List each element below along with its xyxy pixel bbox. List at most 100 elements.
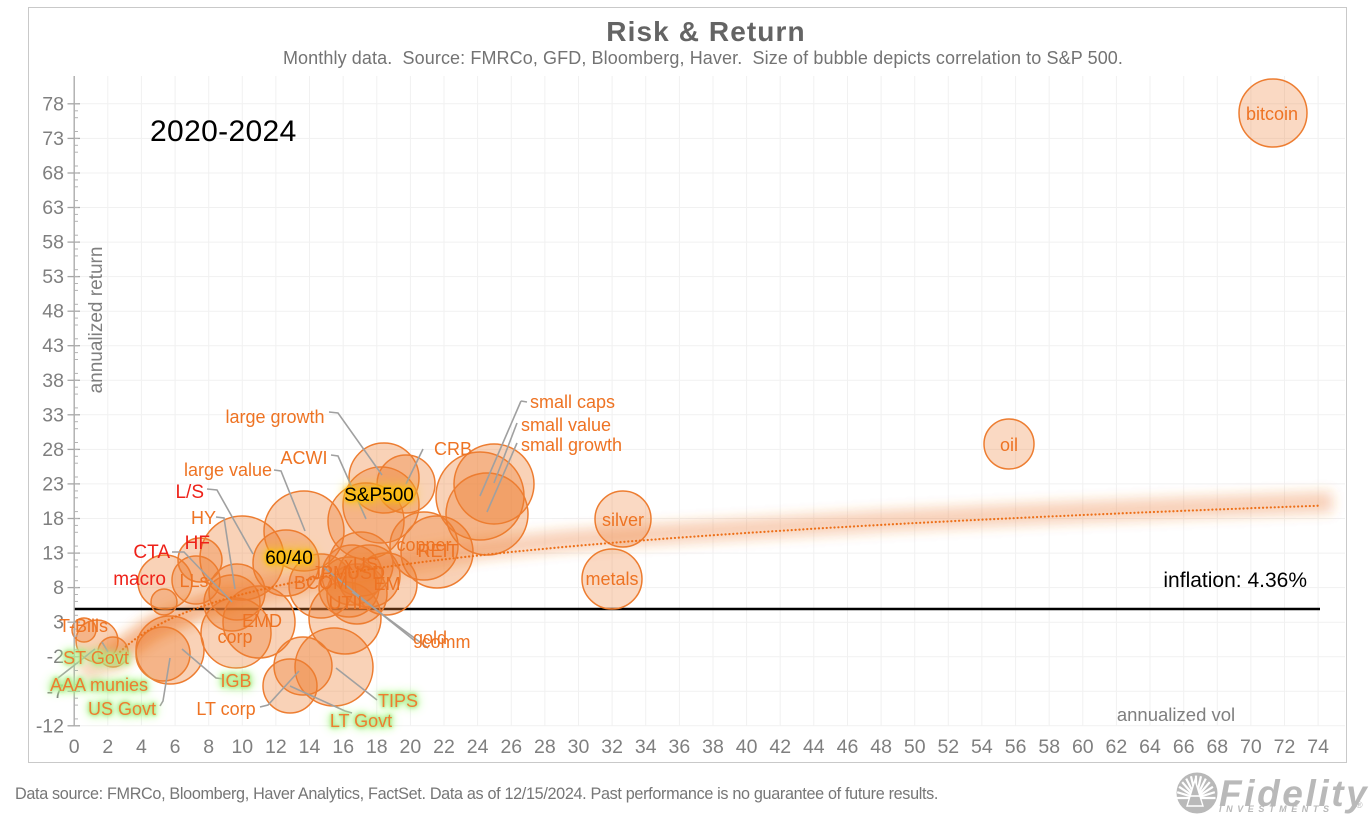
svg-text:3: 3: [53, 612, 64, 634]
svg-text:HF: HF: [185, 533, 210, 554]
svg-text:copper: copper: [396, 535, 451, 555]
svg-text:73: 73: [42, 128, 64, 150]
svg-text:bitcoin: bitcoin: [1246, 104, 1298, 124]
svg-text:50: 50: [904, 736, 926, 758]
svg-text:TIPS: TIPS: [378, 691, 418, 711]
svg-text:28: 28: [534, 736, 556, 758]
svg-text:32: 32: [601, 736, 623, 758]
svg-text:xUS: xUS: [344, 554, 378, 574]
svg-text:UTIL: UTIL: [328, 593, 367, 613]
svg-text:L/S: L/S: [175, 482, 204, 503]
svg-text:60/40: 60/40: [265, 548, 313, 569]
svg-text:63: 63: [42, 197, 64, 219]
svg-text:43: 43: [42, 335, 64, 357]
svg-text:64: 64: [1139, 736, 1161, 758]
svg-text:US Govt: US Govt: [88, 699, 156, 719]
svg-text:ST Govt: ST Govt: [63, 648, 129, 668]
svg-text:8: 8: [53, 577, 64, 599]
svg-text:68: 68: [1206, 736, 1228, 758]
svg-text:Fidelity: Fidelity: [1219, 773, 1369, 814]
svg-text:AAA munies: AAA munies: [50, 675, 148, 695]
svg-text:ACWI: ACWI: [281, 448, 328, 468]
svg-text:S&P500: S&P500: [344, 485, 414, 506]
svg-text:LT Govt: LT Govt: [330, 711, 392, 731]
svg-text:large value: large value: [184, 460, 272, 480]
svg-text:30: 30: [568, 736, 590, 758]
svg-text:10: 10: [231, 736, 253, 758]
svg-text:silver: silver: [602, 510, 644, 530]
svg-text:62: 62: [1106, 736, 1128, 758]
svg-text:gold: gold: [413, 628, 447, 648]
svg-text:14: 14: [299, 736, 321, 758]
svg-text:70: 70: [1240, 736, 1262, 758]
svg-text:LT corp: LT corp: [196, 699, 255, 719]
svg-text:BCOM: BCOM: [294, 573, 348, 593]
svg-text:Risk & Return: Risk & Return: [606, 16, 805, 47]
svg-text:metals: metals: [585, 569, 638, 589]
svg-text:28: 28: [42, 439, 64, 461]
svg-text:44: 44: [803, 736, 825, 758]
svg-text:JPM: JPM: [312, 563, 348, 583]
svg-text:REIT: REIT: [417, 541, 458, 561]
svg-text:78: 78: [42, 93, 64, 115]
svg-text:INVESTMENTS: INVESTMENTS: [1219, 804, 1334, 814]
svg-text:oil: oil: [1000, 435, 1018, 455]
svg-text:22: 22: [433, 736, 455, 758]
svg-text:EMD: EMD: [242, 611, 282, 631]
svg-text:20: 20: [400, 736, 422, 758]
svg-text:®: ®: [1356, 800, 1363, 810]
svg-text:4: 4: [136, 736, 147, 758]
svg-text:comm: comm: [422, 632, 471, 652]
svg-text:EM: EM: [374, 574, 401, 594]
svg-text:corp: corp: [217, 627, 252, 647]
svg-text:HY: HY: [191, 508, 216, 528]
svg-text:annualized return: annualized return: [86, 247, 107, 394]
svg-text:68: 68: [42, 163, 64, 185]
svg-text:46: 46: [837, 736, 859, 758]
svg-text:36: 36: [669, 736, 691, 758]
svg-text:small caps: small caps: [530, 392, 615, 412]
svg-text:66: 66: [1173, 736, 1195, 758]
svg-text:24: 24: [467, 736, 489, 758]
svg-text:large growth: large growth: [225, 407, 324, 427]
svg-text:54: 54: [971, 736, 993, 758]
svg-text:2020-2024: 2020-2024: [150, 115, 297, 148]
svg-text:52: 52: [937, 736, 959, 758]
svg-text:0: 0: [69, 736, 80, 758]
svg-text:40: 40: [736, 736, 758, 758]
svg-text:34: 34: [635, 736, 657, 758]
svg-text:33: 33: [42, 404, 64, 426]
svg-text:48: 48: [870, 736, 892, 758]
svg-text:26: 26: [500, 736, 522, 758]
svg-text:CTA: CTA: [133, 542, 170, 563]
svg-text:74: 74: [1307, 736, 1329, 758]
svg-text:2: 2: [102, 736, 113, 758]
svg-text:IGB: IGB: [220, 671, 251, 691]
svg-text:T-Bills: T-Bills: [59, 616, 108, 636]
svg-text:16: 16: [332, 736, 354, 758]
svg-text:13: 13: [42, 543, 64, 565]
svg-text:60: 60: [1072, 736, 1094, 758]
svg-text:Monthly data. Source: FMRCo,: Monthly data. Source: FMRCo, GFD, Bloomb…: [283, 48, 1123, 68]
svg-text:CRB: CRB: [434, 439, 472, 459]
svg-text:38: 38: [702, 736, 724, 758]
svg-text:18: 18: [42, 508, 64, 530]
svg-text:USD: USD: [347, 563, 385, 583]
svg-text:Data source: FMRCo, Bloomberg,: Data source: FMRCo, Bloomberg, Haver Ana…: [15, 785, 938, 803]
svg-text:macro: macro: [113, 569, 166, 590]
svg-text:6: 6: [170, 736, 181, 758]
svg-text:56: 56: [1005, 736, 1027, 758]
svg-text:annualized vol: annualized vol: [1117, 704, 1235, 725]
svg-text:42: 42: [769, 736, 791, 758]
svg-text:38: 38: [42, 370, 64, 392]
svg-text:12: 12: [265, 736, 287, 758]
svg-text:-2: -2: [47, 646, 64, 668]
svg-text:53: 53: [42, 266, 64, 288]
svg-text:-7: -7: [47, 681, 64, 703]
svg-text:small growth: small growth: [521, 435, 622, 455]
svg-text:58: 58: [42, 232, 64, 254]
svg-text:LLs: LLs: [179, 571, 208, 591]
svg-text:58: 58: [1038, 736, 1060, 758]
svg-text:8: 8: [203, 736, 214, 758]
svg-text:23: 23: [42, 473, 64, 495]
